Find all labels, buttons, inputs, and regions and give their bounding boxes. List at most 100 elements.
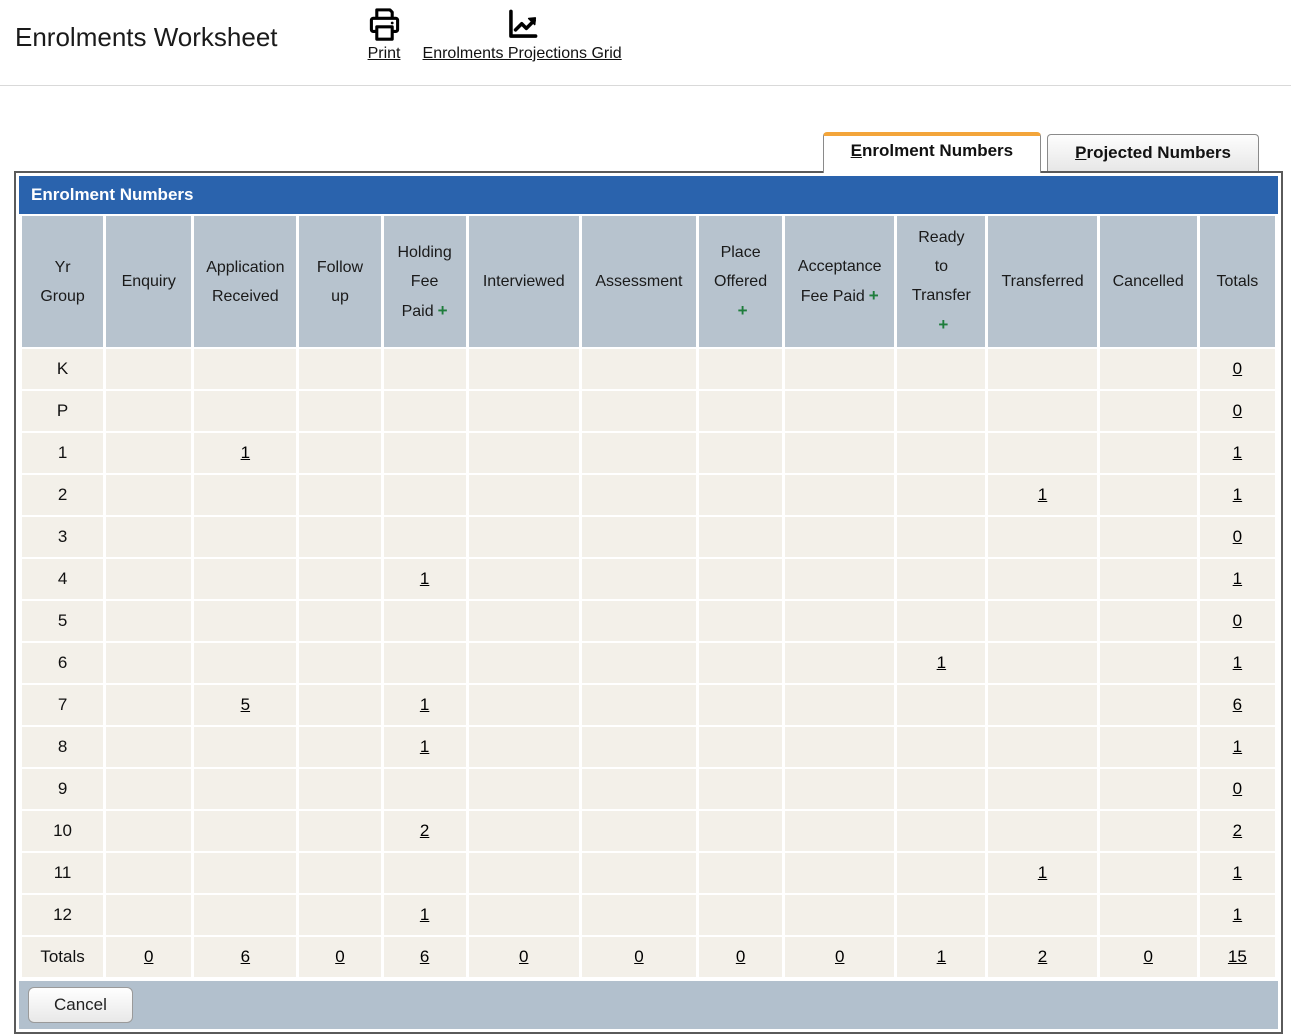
table-cell — [988, 559, 1097, 599]
table-cell: 1 — [383, 559, 466, 599]
table-cell — [1099, 391, 1197, 431]
count-link[interactable]: 1 — [1232, 485, 1243, 504]
table-row: 2 1 1 — [22, 475, 1275, 515]
count-link[interactable]: 1 — [419, 737, 430, 756]
count-link[interactable]: 1 — [1232, 443, 1243, 462]
count-link[interactable]: 2 — [419, 821, 430, 840]
table-cell: 1 — [383, 727, 466, 767]
count-link[interactable]: 6 — [419, 947, 430, 966]
table-cell — [699, 559, 783, 599]
count-link[interactable]: 1 — [1232, 905, 1243, 924]
count-link[interactable]: 0 — [143, 947, 154, 966]
count-link[interactable]: 1 — [419, 569, 430, 588]
count-link[interactable]: 1 — [936, 653, 947, 672]
table-cell — [299, 349, 381, 389]
table-cell — [1099, 559, 1197, 599]
table-cell — [581, 433, 697, 473]
table-cell — [699, 433, 783, 473]
table-cell: 2 — [988, 937, 1097, 977]
row-total-cell: 0 — [1199, 517, 1275, 557]
table-cell — [383, 769, 466, 809]
count-link[interactable]: 1 — [1232, 653, 1243, 672]
add-icon[interactable]: + — [737, 300, 748, 320]
cancel-button[interactable]: Cancel — [28, 987, 133, 1023]
column-header-assessment: Assessment — [581, 216, 697, 347]
count-link[interactable]: 1 — [1037, 863, 1048, 882]
print-button[interactable]: Print — [366, 6, 403, 63]
count-link[interactable]: 2 — [1232, 821, 1243, 840]
table-cell — [194, 601, 297, 641]
add-icon[interactable]: + — [437, 300, 448, 320]
row-total-cell: 1 — [1199, 895, 1275, 935]
row-total-cell: 0 — [1199, 601, 1275, 641]
table-cell — [699, 517, 783, 557]
table-cell — [383, 601, 466, 641]
table-cell: 0 — [581, 937, 697, 977]
count-link[interactable]: 1 — [936, 947, 947, 966]
count-link[interactable]: 1 — [419, 905, 430, 924]
yr-group-cell: 12 — [22, 895, 104, 935]
count-link[interactable]: 0 — [634, 947, 644, 966]
add-icon[interactable]: + — [868, 286, 879, 305]
table-cell — [383, 853, 466, 893]
table-cell — [468, 895, 579, 935]
table-cell — [383, 433, 466, 473]
table-cell: 1 — [383, 685, 466, 725]
count-link[interactable]: 0 — [1232, 779, 1243, 798]
table-row: 8 1 1 — [22, 727, 1275, 767]
table-cell — [106, 769, 192, 809]
count-link[interactable]: 0 — [519, 947, 529, 966]
count-link[interactable]: 1 — [419, 695, 430, 714]
count-link[interactable]: 1 — [1037, 485, 1048, 504]
table-cell — [106, 559, 192, 599]
yr-group-cell: 8 — [22, 727, 104, 767]
table-cell: 0 — [106, 937, 192, 977]
tab-enrolment-numbers[interactable]: Enrolment Numbers — [822, 132, 1042, 173]
table-cell — [468, 349, 579, 389]
table-cell — [106, 391, 192, 431]
table-cell — [106, 895, 192, 935]
enrolments-projections-grid-button[interactable]: Enrolments Projections Grid — [423, 6, 622, 63]
table-cell: 2 — [383, 811, 466, 851]
count-link[interactable]: 0 — [335, 947, 345, 966]
count-link[interactable]: 2 — [1037, 947, 1048, 966]
count-link[interactable]: 0 — [1232, 527, 1243, 546]
add-icon[interactable]: + — [938, 315, 949, 334]
count-link[interactable]: 15 — [1227, 947, 1247, 966]
count-link[interactable]: 0 — [1232, 401, 1243, 420]
table-cell — [785, 391, 895, 431]
count-link[interactable]: 6 — [240, 947, 251, 966]
table-cell — [785, 727, 895, 767]
count-link[interactable]: 1 — [1232, 737, 1243, 756]
count-link[interactable]: 0 — [834, 947, 845, 966]
table-cell — [1099, 349, 1197, 389]
yr-group-cell: K — [22, 349, 104, 389]
yr-group-cell: 5 — [22, 601, 104, 641]
table-cell — [106, 853, 192, 893]
count-link[interactable]: 6 — [1232, 695, 1243, 714]
count-link[interactable]: 1 — [240, 443, 251, 462]
table-cell — [1099, 475, 1197, 515]
tab-strip: Enrolment Numbers Projected Numbers — [14, 132, 1283, 173]
table-cell — [988, 811, 1097, 851]
count-link[interactable]: 0 — [1232, 359, 1243, 378]
count-link[interactable]: 1 — [1232, 863, 1243, 882]
count-link[interactable]: 0 — [1143, 947, 1153, 966]
table-cell — [699, 811, 783, 851]
tab-projected-numbers[interactable]: Projected Numbers — [1047, 134, 1259, 171]
table-cell — [194, 895, 297, 935]
yr-group-cell: 6 — [22, 643, 104, 683]
yr-group-cell: 7 — [22, 685, 104, 725]
table-cell — [988, 601, 1097, 641]
table-cell — [581, 895, 697, 935]
column-header-holding-fee-paid: Holding Fee Paid + — [383, 216, 466, 347]
count-link[interactable]: 0 — [735, 947, 746, 966]
count-link[interactable]: 1 — [1232, 569, 1243, 588]
count-link[interactable]: 5 — [240, 695, 251, 714]
table-cell — [299, 559, 381, 599]
table-cell — [785, 601, 895, 641]
table-row: 7 5 1 6 — [22, 685, 1275, 725]
count-link[interactable]: 0 — [1232, 611, 1243, 630]
table-cell — [897, 391, 986, 431]
